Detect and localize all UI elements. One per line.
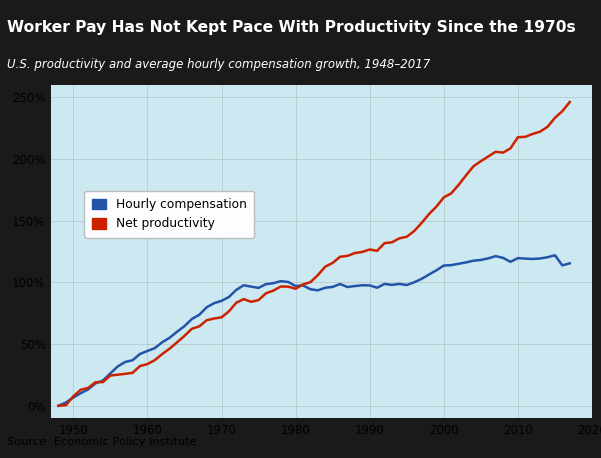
Net productivity — [210, 316, 218, 321]
Hourly compensation — [174, 329, 181, 334]
Hourly compensation — [551, 252, 558, 258]
Text: U.S. productivity and average hourly compensation growth, 1948–2017: U.S. productivity and average hourly com… — [7, 58, 430, 71]
Hourly compensation — [337, 281, 344, 287]
Net productivity — [484, 154, 492, 159]
Net productivity — [188, 326, 195, 332]
Legend: Hourly compensation, Net productivity: Hourly compensation, Net productivity — [84, 191, 254, 238]
Line: Hourly compensation: Hourly compensation — [58, 255, 570, 406]
Hourly compensation — [492, 253, 499, 259]
Hourly compensation — [121, 359, 129, 365]
Net productivity — [337, 254, 344, 260]
Hourly compensation — [210, 300, 218, 306]
Hourly compensation — [55, 403, 62, 409]
Hourly compensation — [484, 256, 492, 261]
Net productivity — [55, 403, 62, 409]
Net productivity — [566, 99, 573, 105]
Text: Worker Pay Has Not Kept Pace With Productivity Since the 1970s: Worker Pay Has Not Kept Pace With Produc… — [7, 20, 576, 35]
Line: Net productivity: Net productivity — [58, 102, 570, 406]
Hourly compensation — [566, 261, 573, 266]
Text: Source: Economic Policy Institute: Source: Economic Policy Institute — [7, 436, 197, 447]
Net productivity — [174, 339, 181, 345]
Net productivity — [492, 149, 499, 154]
